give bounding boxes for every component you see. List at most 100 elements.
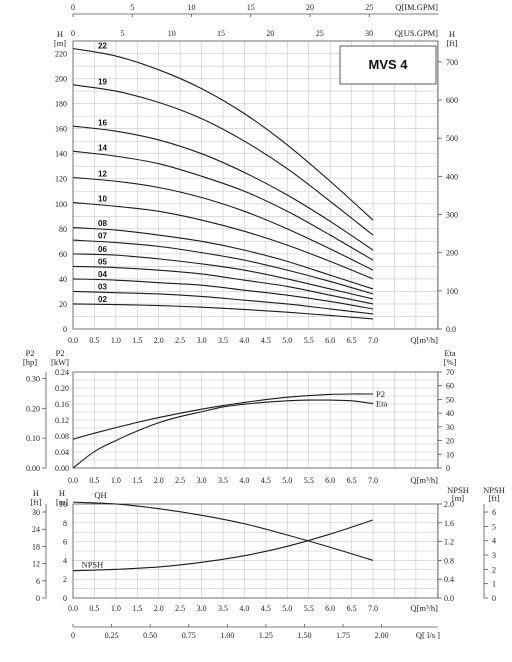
power-plot-frame — [72, 371, 439, 469]
npsh-x-tick-label: 1.0 — [111, 604, 121, 613]
head-curve-12 — [72, 176, 374, 271]
npsh-ft-right-tick-label: 4 — [492, 537, 496, 546]
head-y2-tick-label: 600 — [446, 96, 458, 105]
npsh-m-tick-label: 2.0 — [444, 500, 454, 509]
power-x-tick-label: 2.5 — [175, 476, 185, 485]
power-x-tick-label: 0.0 — [68, 476, 78, 485]
us-gpm-tick-label: 25 — [316, 29, 324, 38]
power-curve-p2 — [72, 393, 374, 440]
power-x-tick-label: 1.5 — [132, 476, 142, 485]
power-x-tick-label: 2.0 — [154, 476, 164, 485]
npsh-x-tick-label: 2.0 — [154, 604, 164, 613]
npsh-x-title: Q[m³/h] — [410, 603, 438, 613]
head-y2-tick-label: 100 — [446, 287, 458, 296]
npsh-x-tick-label: 5.0 — [282, 604, 292, 613]
power-eta-tick-label: 60 — [446, 382, 454, 391]
npsh-ft-right-tick-label: 5 — [492, 522, 496, 531]
npsh-m-tick-label: 0.0 — [444, 594, 454, 603]
head-y-tick-label: 140 — [55, 150, 67, 159]
head-curve-14 — [72, 150, 374, 261]
npsh-x-tick-label: 5.5 — [304, 604, 314, 613]
power-x-tick-label: 7.0 — [368, 476, 378, 485]
npsh-ft-right-tick-label: 1 — [492, 580, 496, 589]
npsh-ft-title: H — [33, 488, 39, 498]
ls-tick-label: 0.50 — [143, 631, 157, 640]
power-eta-tick-label: 40 — [446, 409, 454, 418]
head-x-tick-label: 4.0 — [239, 336, 249, 345]
power-eta-tick-label: 10 — [446, 450, 454, 459]
power-kw-tick-label: 0.24 — [55, 368, 69, 377]
power-x-tick-label: 4.0 — [239, 476, 249, 485]
power-x-tick-label: 1.0 — [111, 476, 121, 485]
head-curve-label: 08 — [98, 219, 107, 228]
head-y-tick-label: 160 — [55, 125, 67, 134]
head-x-tick-label: 6.5 — [347, 336, 357, 345]
npsh-m-tick-label: 0.4 — [444, 575, 454, 584]
head-x-tick-label: 5.5 — [304, 336, 314, 345]
npsh-ft-tick-label: 0 — [36, 594, 40, 603]
power-kw-tick-label: 0.20 — [55, 384, 69, 393]
npsh-ft-tick-label: 6 — [36, 577, 40, 586]
power-hp-tick-label: 0.00 — [26, 464, 40, 473]
head-y-tick-label: 40 — [59, 275, 67, 284]
us-gpm-tick-label: 15 — [217, 29, 225, 38]
power-series-label: Eta — [376, 399, 388, 409]
power-hp-unit: [hp] — [23, 357, 37, 367]
power-kw-title: P2 — [56, 348, 65, 358]
head-y2-unit: [ft] — [447, 38, 458, 48]
us-gpm-tick-label: 10 — [168, 29, 176, 38]
npsh-ft-tick-label: 24 — [32, 525, 40, 534]
power-kw-tick-label: 0.12 — [55, 416, 69, 425]
npsh-ft-right-tick-label: 6 — [492, 508, 496, 517]
ls-tick-label: 1.50 — [297, 631, 311, 640]
power-eta-unit: [%] — [444, 357, 457, 367]
head-y-tick-label: 80 — [59, 225, 67, 234]
npsh-h-tick-label: 2 — [63, 575, 67, 584]
npsh-m-tick-label: 0.8 — [444, 556, 454, 565]
head-x-tick-label: 2.5 — [175, 336, 185, 345]
npsh-ft-tick-label: 12 — [32, 560, 40, 569]
npsh-ft-right-tick-label: 3 — [492, 551, 496, 560]
head-x-tick-label: 2.0 — [154, 336, 164, 345]
npsh-h-title: H — [59, 488, 65, 498]
head-y-tick-label: 0 — [63, 325, 67, 334]
head-curve-04 — [72, 278, 374, 310]
ls-tick-label: 0 — [71, 631, 75, 640]
npsh-ft-right-tick-label: 0 — [492, 594, 496, 603]
power-x-tick-label: 5.5 — [304, 476, 314, 485]
npsh-curve-npsh — [72, 519, 374, 572]
im-gpm-tick-label: 0 — [71, 3, 75, 12]
npsh-x-tick-label: 3.5 — [218, 604, 228, 613]
head-x-title: Q[m³/h] — [410, 335, 438, 345]
ls-tick-label: 1.75 — [336, 631, 350, 640]
us-gpm-axis-title: Q[US.GPM] — [395, 28, 438, 38]
head-curve-02 — [72, 303, 374, 320]
npsh-h-tick-label: 8 — [63, 519, 67, 528]
npsh-h-tick-label: 10 — [59, 500, 67, 509]
npsh-ft-right-unit: [ft] — [489, 493, 500, 503]
npsh-m-unit: [m] — [452, 493, 464, 503]
head-y2-tick-label: 700 — [446, 58, 458, 67]
head-curve-22 — [72, 47, 374, 221]
head-x-tick-label: 4.5 — [261, 336, 271, 345]
npsh-x-tick-label: 7.0 — [368, 604, 378, 613]
head-y2-tick-label: 200 — [446, 249, 458, 258]
power-hp-tick-label: 0.10 — [26, 434, 40, 443]
power-x-tick-label: 5.0 — [282, 476, 292, 485]
us-gpm-tick-label: 20 — [266, 29, 274, 38]
npsh-m-tick-label: 1.2 — [444, 538, 454, 547]
im-gpm-tick-label: 20 — [306, 3, 314, 12]
power-kw-tick-label: 0.08 — [55, 432, 69, 441]
npsh-h-tick-label: 0 — [63, 594, 67, 603]
npsh-x-tick-label: 6.0 — [325, 604, 335, 613]
head-x-tick-label: 1.0 — [111, 336, 121, 345]
head-curve-label: 03 — [98, 283, 107, 292]
head-curve-label: 06 — [98, 245, 107, 254]
head-curve-label: 05 — [98, 258, 107, 267]
npsh-x-tick-label: 4.5 — [261, 604, 271, 613]
im-gpm-axis-title: Q[IM.GPM] — [395, 2, 438, 12]
us-gpm-tick-label: 0 — [71, 29, 75, 38]
power-hp-tick-label: 0.20 — [26, 404, 40, 413]
